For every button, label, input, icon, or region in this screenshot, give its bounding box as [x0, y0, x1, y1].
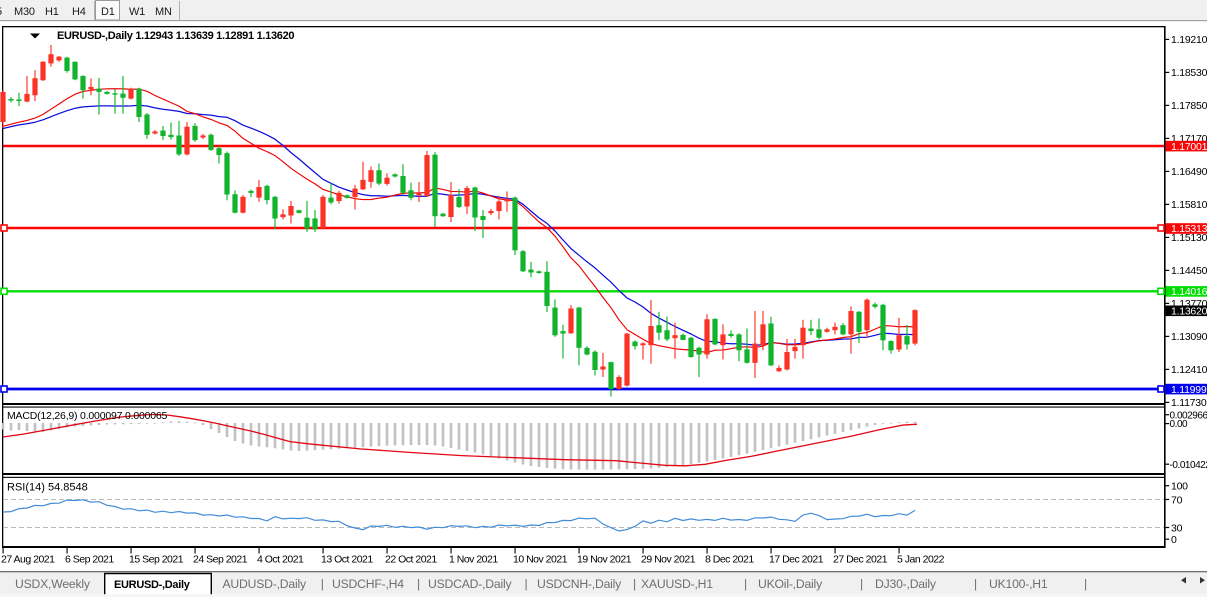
svg-text:DJ30-,Daily: DJ30-,Daily — [875, 577, 937, 591]
svg-text:24 Sep 2021: 24 Sep 2021 — [193, 554, 248, 566]
svg-text:27 Aug 2021: 27 Aug 2021 — [1, 554, 55, 566]
svg-text:22 Oct 2021: 22 Oct 2021 — [385, 554, 437, 566]
svg-text:1.17001: 1.17001 — [1171, 141, 1207, 153]
svg-text:1.15313: 1.15313 — [1171, 223, 1207, 235]
svg-text:1.17850: 1.17850 — [1171, 100, 1207, 112]
svg-text:13 Oct 2021: 13 Oct 2021 — [321, 554, 373, 566]
svg-text:0.00: 0.00 — [1170, 419, 1189, 430]
svg-text:W1: W1 — [129, 6, 145, 18]
svg-text:|: | — [744, 577, 747, 591]
svg-text:AUDUSD-,Daily: AUDUSD-,Daily — [223, 577, 308, 591]
svg-text:|: | — [525, 577, 528, 591]
svg-text:USDCNH-,Daily: USDCNH-,Daily — [537, 577, 622, 591]
svg-text:0: 0 — [1171, 534, 1177, 546]
svg-text:1.11730: 1.11730 — [1171, 397, 1207, 409]
svg-text:1.15130: 1.15130 — [1171, 232, 1207, 244]
svg-text:19 Nov 2021: 19 Nov 2021 — [577, 554, 632, 566]
svg-text:1.13090: 1.13090 — [1171, 331, 1207, 343]
svg-text:1.14016: 1.14016 — [1171, 286, 1207, 298]
svg-text:1.11999: 1.11999 — [1171, 384, 1207, 396]
svg-text:-0.010422: -0.010422 — [1170, 460, 1207, 471]
svg-text:1 Nov 2021: 1 Nov 2021 — [449, 554, 498, 566]
svg-text:15 Sep 2021: 15 Sep 2021 — [129, 554, 184, 566]
svg-text:H4: H4 — [72, 6, 86, 18]
svg-text:5: 5 — [0, 6, 2, 18]
svg-text:|: | — [860, 577, 863, 591]
svg-text:UK100-,H1: UK100-,H1 — [989, 577, 1048, 591]
svg-text:|: | — [1084, 577, 1087, 591]
svg-text:1.12410: 1.12410 — [1171, 364, 1207, 376]
svg-text:29 Nov 2021: 29 Nov 2021 — [641, 554, 696, 566]
svg-text:USDCAD-,Daily: USDCAD-,Daily — [428, 577, 513, 591]
svg-text:1.16490: 1.16490 — [1171, 166, 1207, 178]
svg-text:30: 30 — [1171, 522, 1183, 534]
svg-text:10 Nov 2021: 10 Nov 2021 — [513, 554, 568, 566]
svg-text:|: | — [633, 577, 636, 591]
svg-text:RSI(14) 54.8548: RSI(14) 54.8548 — [7, 482, 88, 494]
svg-text:USDCHF-,H4: USDCHF-,H4 — [332, 577, 404, 591]
svg-text:17 Dec 2021: 17 Dec 2021 — [769, 554, 824, 566]
svg-text:USDX,Weekly: USDX,Weekly — [15, 577, 91, 591]
svg-text:1.18530: 1.18530 — [1171, 67, 1207, 79]
svg-text:27 Dec 2021: 27 Dec 2021 — [833, 554, 888, 566]
svg-text:MACD(12,26,9) 0.000097 0.00006: MACD(12,26,9) 0.000097 0.000065 — [7, 410, 168, 422]
svg-text:D1: D1 — [101, 6, 115, 18]
svg-text:1.13620: 1.13620 — [1171, 306, 1207, 318]
svg-text:|: | — [417, 577, 420, 591]
svg-text:1.19210: 1.19210 — [1171, 34, 1207, 46]
svg-text:70: 70 — [1171, 494, 1183, 506]
svg-text:XAUUSD-,H1: XAUUSD-,H1 — [641, 577, 713, 591]
svg-text:|: | — [974, 577, 977, 591]
svg-text:|: | — [321, 577, 324, 591]
svg-text:UKOil-,Daily: UKOil-,Daily — [758, 577, 823, 591]
svg-text:1.14450: 1.14450 — [1171, 265, 1207, 277]
svg-text:EURUSD-,Daily 1.12943 1.13639: EURUSD-,Daily 1.12943 1.13639 1.12891 1.… — [57, 30, 294, 42]
svg-text:100: 100 — [1171, 481, 1188, 493]
svg-text:8 Dec 2021: 8 Dec 2021 — [705, 554, 754, 566]
svg-text:MN: MN — [155, 6, 172, 18]
svg-text:5 Jan 2022: 5 Jan 2022 — [897, 554, 945, 566]
svg-text:4 Oct 2021: 4 Oct 2021 — [257, 554, 304, 566]
svg-text:M30: M30 — [14, 6, 35, 18]
svg-text:1.15810: 1.15810 — [1171, 199, 1207, 211]
svg-text:0.002966: 0.002966 — [1170, 410, 1207, 421]
svg-text:H1: H1 — [45, 6, 59, 18]
svg-text:EURUSD-,Daily: EURUSD-,Daily — [114, 579, 191, 591]
svg-text:6 Sep 2021: 6 Sep 2021 — [65, 554, 114, 566]
